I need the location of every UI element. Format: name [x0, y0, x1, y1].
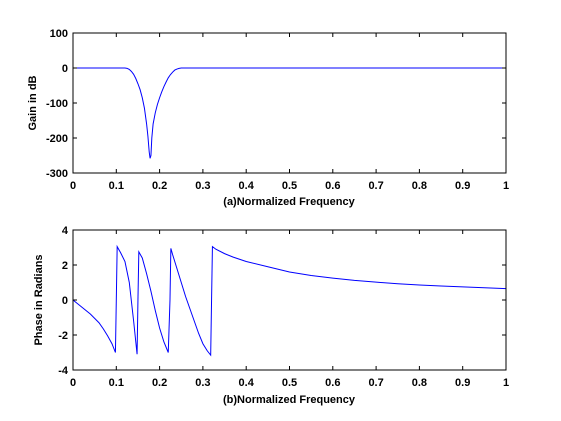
phase-plot-y-tick-label: 0	[62, 295, 68, 307]
phase-plot-series	[72, 244, 507, 357]
gain-plot-x-tick-label: 0.5	[282, 180, 297, 192]
gain-plot-y-tick-label: -100	[46, 98, 68, 110]
phase-plot-x-tick-label: 0.5	[282, 377, 297, 389]
phase-plot-x-axis-label: (b)Normalized Frequency	[223, 394, 356, 406]
phase-plot-y-tick-label: -4	[58, 365, 69, 377]
phase-plot-y-axis-label: Phase in Radians	[33, 254, 45, 345]
gain-subplot: 0 0.1 0.2 0.3 0.4 0.5 0.6 0.7 0.8 0.9 1 100 0 -100 -2…	[27, 28, 509, 208]
phase-plot-x-tick-label: 0.3	[195, 377, 210, 389]
gain-plot-series	[73, 67, 506, 159]
phase-plot-y-tick-label: 2	[62, 260, 68, 272]
phase-plot-y-tick-label: -2	[58, 330, 68, 342]
phase-plot-x-ticks: 0 0.1 0.2 0.3 0.4 0.5 0.6 0.7 0.8 0.9 1	[70, 230, 509, 389]
gain-plot-x-tick-label: 0.4	[239, 180, 255, 192]
gain-plot-x-tick-label: 0.3	[195, 180, 210, 192]
phase-plot-x-tick-label: 1	[503, 377, 509, 389]
gain-plot-line-series-0	[73, 67, 506, 159]
gain-plot-x-tick-label: 1	[503, 180, 509, 192]
phase-plot-x-tick-label: 0.1	[109, 377, 124, 389]
gain-plot-x-axis-label: (a)Normalized Frequency	[223, 196, 355, 208]
gain-plot-y-tick-label: 0	[62, 63, 68, 75]
phase-plot-line-series-0	[72, 244, 507, 357]
phase-plot-x-tick-label: 0.4	[239, 377, 255, 389]
phase-plot-x-tick-label: 0.8	[412, 377, 427, 389]
gain-plot-x-tick-label: 0.8	[412, 180, 427, 192]
phase-plot-x-tick-label: 0	[70, 377, 76, 389]
gain-plot-y-axis-label: Gain in dB	[27, 75, 39, 130]
phase-plot-x-tick-label: 0.2	[152, 377, 167, 389]
gain-plot-y-ticks: 100 0 -100 -200 -300	[46, 28, 506, 180]
gain-plot-x-tick-label: 0.7	[368, 180, 383, 192]
gain-plot-x-tick-label: 0.1	[109, 180, 124, 192]
gain-plot-x-ticks: 0 0.1 0.2 0.3 0.4 0.5 0.6 0.7 0.8 0.9 1	[70, 33, 509, 192]
gain-plot-y-tick-label: -200	[46, 133, 68, 145]
gain-plot-y-tick-label: -300	[46, 168, 68, 180]
phase-plot-x-tick-label: 0.7	[368, 377, 383, 389]
phase-subplot: 0 0.1 0.2 0.3 0.4 0.5 0.6 0.7 0.8 0.9 1 4 2 0 -2 -4 (b…	[33, 225, 509, 406]
gain-plot-x-tick-label: 0.6	[325, 180, 340, 192]
gain-plot-x-tick-label: 0	[70, 180, 76, 192]
gain-plot-x-tick-label: 0.9	[455, 180, 470, 192]
gain-plot-x-tick-label: 0.2	[152, 180, 167, 192]
phase-plot-y-ticks: 4 2 0 -2 -4	[58, 225, 506, 377]
gain-plot-y-tick-label: 100	[50, 28, 68, 40]
phase-plot-x-tick-label: 0.6	[325, 377, 340, 389]
phase-plot-y-tick-label: 4	[62, 225, 69, 237]
phase-plot-x-tick-label: 0.9	[455, 377, 470, 389]
